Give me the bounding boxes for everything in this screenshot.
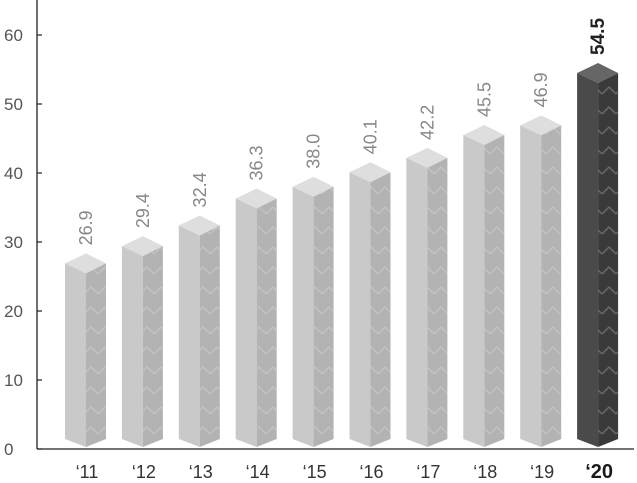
bar-15 [292, 176, 334, 448]
x-tick-label: ‘12 [132, 462, 156, 482]
bar-front-face [178, 225, 200, 447]
bar-12 [121, 236, 163, 447]
bar-front-face [65, 263, 86, 447]
bar-side-pattern [256, 198, 277, 447]
bar-side-pattern [142, 246, 163, 447]
y-axis-ticks: 0 10 20 30 40 50 60 [4, 26, 42, 459]
bar-18 [463, 125, 505, 448]
bar-top-face [520, 115, 562, 136]
x-tick-label: ‘20 [585, 461, 613, 483]
y-tick-label: 20 [4, 302, 23, 321]
value-label: 32.4 [190, 172, 210, 207]
x-tick-label: ‘11 [76, 462, 99, 482]
y-tick-label: 40 [4, 164, 23, 183]
x-tick-label: ‘19 [530, 462, 554, 482]
bar-top-face [406, 147, 448, 168]
x-tick-label: ‘14 [246, 462, 270, 482]
bar-front-face [292, 186, 314, 448]
value-label: 45.5 [474, 82, 494, 117]
bar-20 [577, 62, 619, 447]
bar-14 [235, 188, 277, 447]
bar-11 [65, 253, 106, 447]
bar-top-face [121, 236, 163, 257]
bar-top-face [178, 215, 220, 236]
value-label: 42.2 [417, 105, 437, 140]
bar-side-pattern [86, 263, 106, 447]
bar-top-face [65, 253, 106, 274]
bar-side-pattern [598, 72, 619, 447]
bar-13 [178, 215, 220, 447]
value-label: 40.1 [361, 119, 381, 154]
x-tick-label: ‘13 [189, 462, 213, 482]
x-tick-label: ‘18 [473, 462, 497, 482]
bar-front-face [577, 72, 599, 447]
value-label: 38.0 [304, 134, 324, 169]
value-label: 36.3 [247, 145, 267, 180]
bar-top-face [577, 62, 619, 83]
y-tick-label: 0 [4, 440, 13, 459]
bar-top-face [235, 188, 277, 209]
x-tick-label: ‘17 [416, 462, 440, 482]
bars-group: 26.9 29.4 32.4 36.3 38.0 40.1 42.2 45.5 46.9 54.5 [65, 18, 619, 448]
bar-top-face [292, 176, 334, 197]
bar-front-face [406, 157, 428, 447]
x-axis-ticks: ‘11 ‘12 ‘13 ‘14 ‘15 ‘16 ‘17 ‘18 ‘19 ‘20 [76, 461, 613, 483]
bar-top-face [463, 125, 505, 146]
bar-19 [520, 115, 562, 447]
bar-top-face [349, 162, 391, 183]
bar-17 [406, 147, 448, 447]
x-tick-label: ‘16 [359, 462, 383, 482]
bar-16 [349, 162, 391, 447]
bar-front-face [520, 125, 542, 447]
y-tick-label: 50 [4, 95, 23, 114]
bar-front-face [121, 246, 143, 447]
x-tick-label: ‘15 [303, 462, 327, 482]
bar-side-pattern [541, 125, 562, 447]
value-label: 29.4 [133, 193, 153, 228]
bar-front-face [235, 198, 257, 447]
bar-side-pattern [313, 186, 334, 448]
value-label: 26.9 [76, 210, 96, 245]
y-tick-label: 30 [4, 233, 23, 252]
bar-front-face [463, 135, 485, 448]
bar-front-face [349, 172, 371, 447]
y-tick-label: 60 [4, 26, 23, 45]
value-label: 54.5 [588, 18, 609, 55]
bar-side-pattern [370, 172, 391, 447]
y-tick-label: 10 [4, 371, 23, 390]
bar-side-pattern [427, 157, 448, 447]
bar-side-pattern [484, 135, 505, 448]
value-label: 46.9 [531, 72, 551, 107]
bar-side-pattern [199, 225, 220, 447]
